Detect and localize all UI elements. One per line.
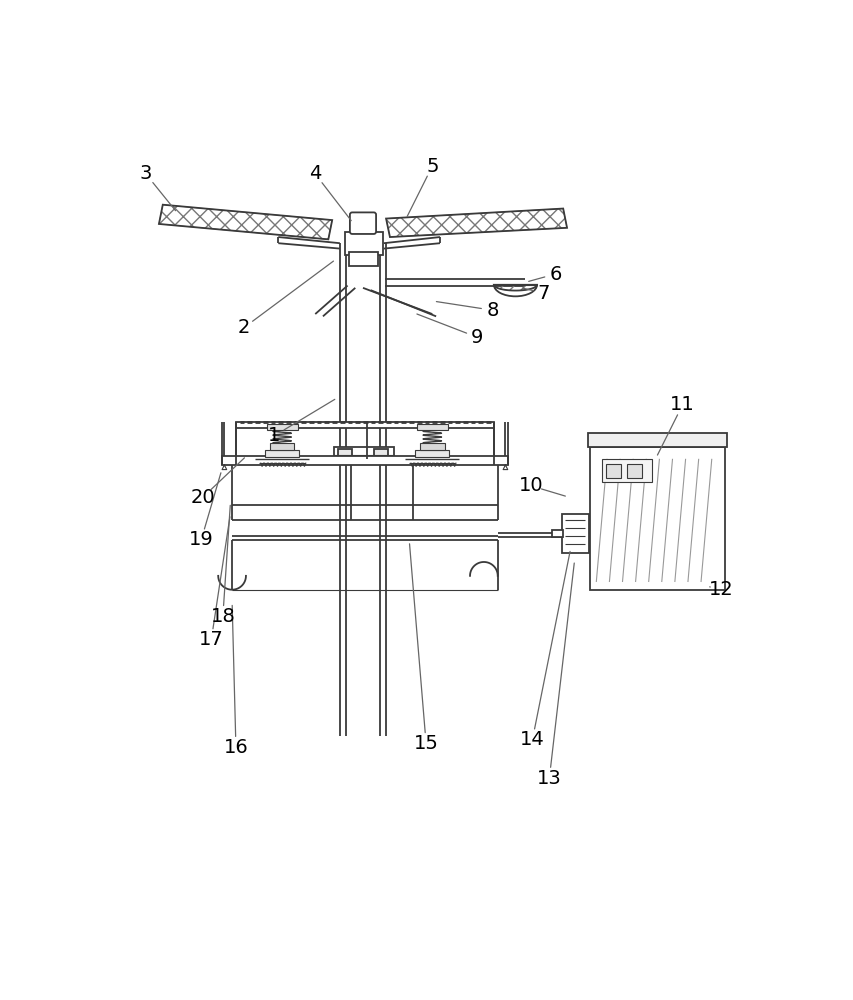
Text: 6: 6: [548, 264, 561, 284]
Text: 12: 12: [708, 580, 733, 599]
Text: 16: 16: [223, 738, 248, 757]
Bar: [561, 514, 588, 553]
Text: 17: 17: [199, 630, 223, 649]
Bar: [235, 422, 493, 428]
Bar: [374, 449, 387, 461]
Text: 18: 18: [210, 607, 235, 626]
Text: 3: 3: [140, 164, 152, 183]
Bar: [222, 456, 508, 465]
Bar: [587, 433, 727, 447]
Text: 19: 19: [189, 530, 213, 549]
Text: 7: 7: [537, 284, 549, 303]
Text: 9: 9: [470, 328, 483, 347]
Bar: [552, 530, 562, 537]
Bar: [415, 450, 449, 457]
Text: 15: 15: [413, 734, 438, 753]
Text: 8: 8: [485, 301, 498, 320]
Text: 4: 4: [309, 164, 321, 183]
Text: 2: 2: [237, 318, 250, 337]
Bar: [589, 447, 724, 590]
Text: 10: 10: [518, 476, 543, 495]
Bar: [266, 424, 297, 430]
Bar: [601, 459, 651, 482]
Text: 5: 5: [426, 157, 438, 176]
Bar: [626, 464, 641, 478]
Text: 1: 1: [268, 426, 281, 445]
FancyBboxPatch shape: [350, 212, 375, 234]
Text: 13: 13: [537, 769, 561, 788]
Bar: [334, 447, 393, 463]
Bar: [349, 252, 378, 266]
Text: 20: 20: [190, 488, 215, 507]
Bar: [605, 464, 620, 478]
Bar: [265, 450, 299, 457]
Bar: [420, 443, 444, 450]
Text: 14: 14: [519, 730, 544, 749]
Text: 11: 11: [670, 395, 694, 414]
Bar: [270, 443, 294, 450]
Bar: [416, 424, 447, 430]
Bar: [338, 449, 351, 461]
Bar: [344, 232, 382, 255]
